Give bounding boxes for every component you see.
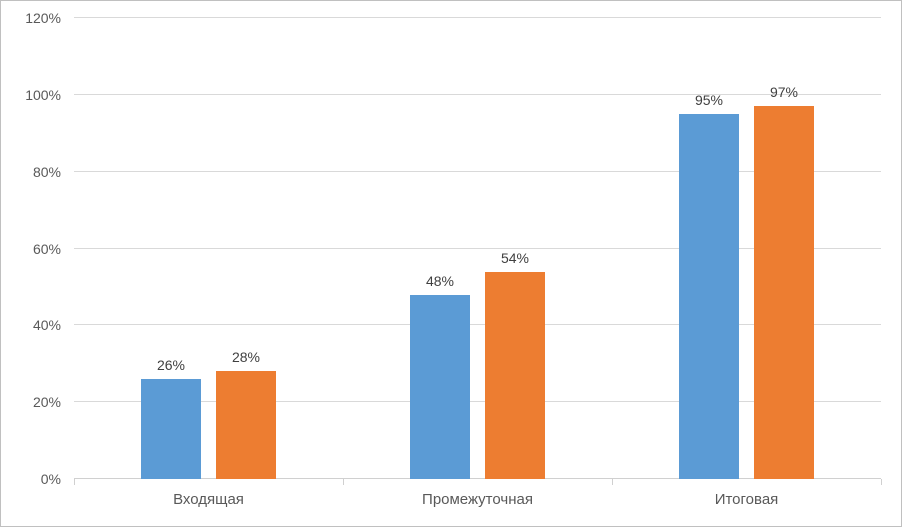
x-axis-tick xyxy=(881,479,882,485)
y-axis-label-60%: 60% xyxy=(32,240,61,257)
plot-area: 26% 28% 48% 54% 95% 97% xyxy=(74,17,881,479)
data-label-series1-3: 95% xyxy=(694,92,724,109)
gridline-20% xyxy=(74,401,881,403)
x-axis-label-3: Итоговая xyxy=(714,491,779,508)
bar-series1-1 xyxy=(141,379,201,479)
data-label-series1-1: 26% xyxy=(156,357,186,374)
x-axis-label-2: Промежуточная xyxy=(422,491,533,508)
bar-series1-2 xyxy=(410,294,470,479)
x-axis-tick xyxy=(612,479,613,485)
gridline-100% xyxy=(74,93,881,95)
x-axis-line xyxy=(74,478,881,479)
bar-series2-1 xyxy=(216,371,276,479)
x-axis-label-1: Входящая xyxy=(173,491,244,508)
gridline-60% xyxy=(74,247,881,249)
y-axis-label-100%: 100% xyxy=(25,86,61,103)
x-axis-tick xyxy=(74,479,75,485)
gridline-40% xyxy=(74,324,881,326)
gridline-80% xyxy=(74,170,881,172)
data-label-series2-1: 28% xyxy=(231,349,261,366)
x-axis-tick xyxy=(343,479,344,485)
y-axis-label-40%: 40% xyxy=(32,317,61,334)
data-label-series2-3: 97% xyxy=(769,84,799,101)
y-axis-label-120%: 120% xyxy=(25,10,61,26)
bar-series1-3 xyxy=(679,114,739,479)
data-label-series2-2: 54% xyxy=(500,249,530,266)
y-axis-label-20%: 20% xyxy=(32,394,61,411)
bar-series2-3 xyxy=(754,106,814,479)
gridline-120% xyxy=(74,17,881,18)
y-axis-label-80%: 80% xyxy=(32,163,61,180)
data-label-series1-2: 48% xyxy=(425,272,455,289)
y-axis-label-0%: 0% xyxy=(40,471,61,487)
bar-series2-2 xyxy=(485,271,545,479)
